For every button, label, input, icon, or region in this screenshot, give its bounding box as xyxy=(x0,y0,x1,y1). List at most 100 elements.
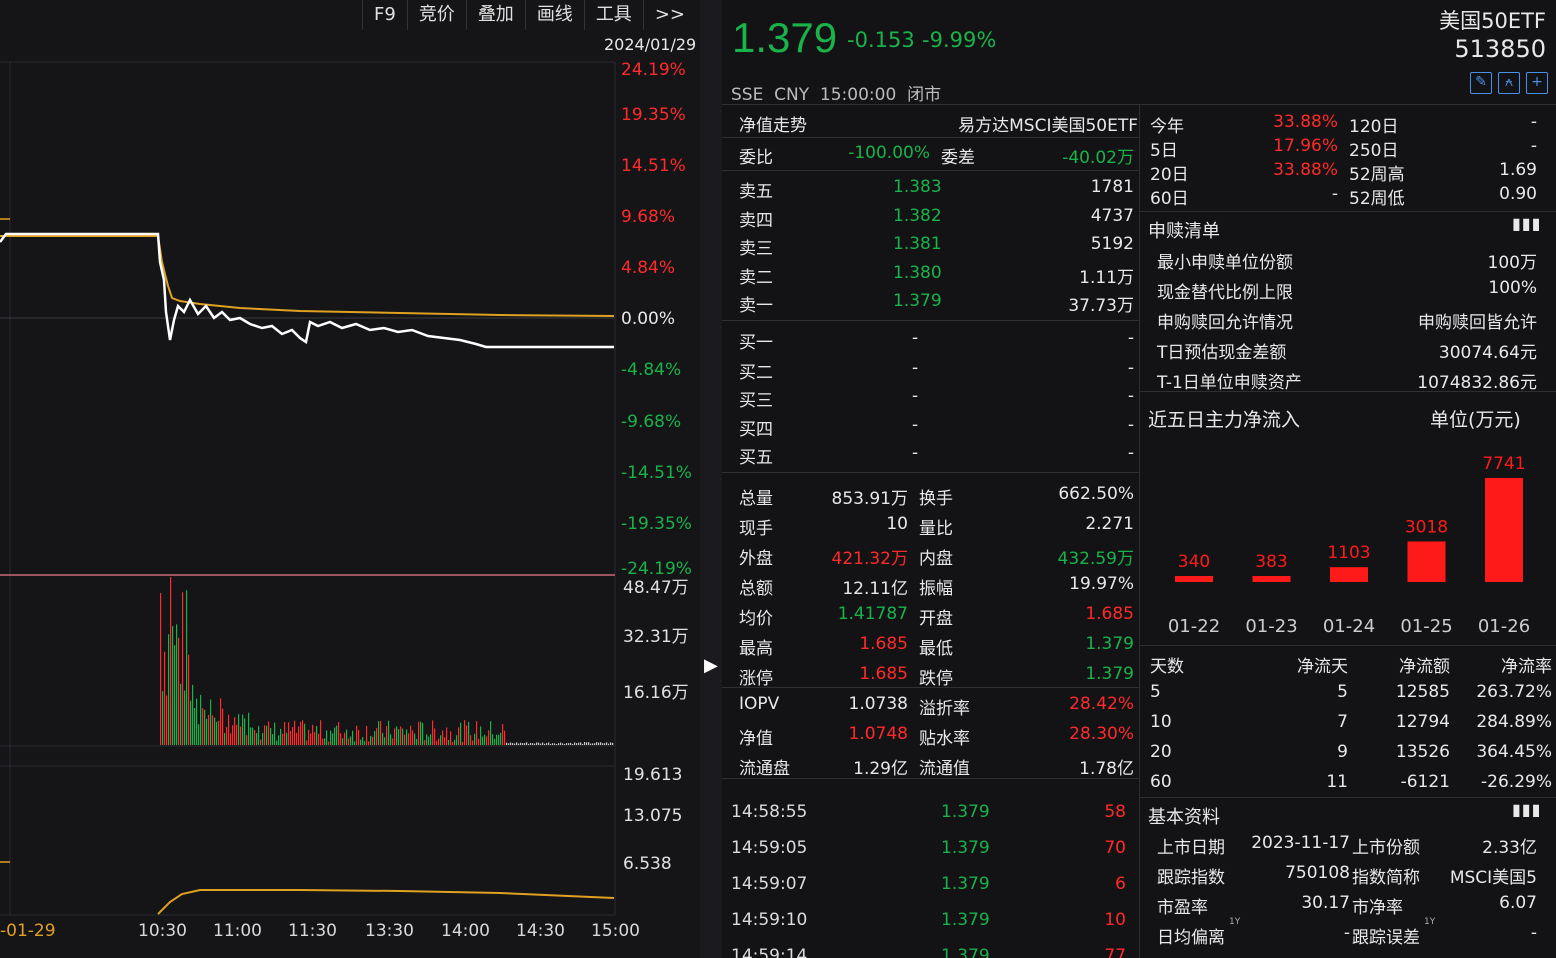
volume-bar xyxy=(450,731,452,745)
inflow-bar xyxy=(1175,576,1213,582)
basic-info-label: 上市日期 xyxy=(1157,838,1225,858)
intraday-chart-panel[interactable] xyxy=(0,0,700,958)
basic-info-value: 2023-11-17 xyxy=(1251,833,1350,853)
stat-value: 853.91万 xyxy=(831,489,908,509)
volume-bar xyxy=(572,743,574,745)
volume-bar xyxy=(160,593,162,745)
volume-bar xyxy=(586,742,588,745)
volume-bar xyxy=(558,743,560,745)
ask-level-label: 卖一 xyxy=(739,296,773,316)
flow-table-cell: 13526 xyxy=(1395,742,1450,762)
toolbar-f9-button[interactable]: F9 xyxy=(362,0,407,30)
add-icon[interactable]: + xyxy=(1526,72,1548,94)
volume-bar xyxy=(354,741,356,745)
volume-bar xyxy=(366,725,368,745)
volume-bar xyxy=(362,737,364,745)
edit-icon[interactable]: ✎ xyxy=(1470,72,1492,94)
volume-bar xyxy=(420,721,422,745)
bid-volume: - xyxy=(1127,328,1134,348)
volume-bar xyxy=(256,733,258,745)
toolbar-overlay-button[interactable]: 叠加 xyxy=(465,0,525,30)
volume-bar xyxy=(568,743,570,745)
volume-bar xyxy=(588,742,590,745)
volume-bar xyxy=(560,742,562,745)
toolbar-tools-button[interactable]: 工具 xyxy=(583,0,643,30)
basic-info-label: 跟踪指数 xyxy=(1157,868,1225,888)
expand-panel-icon[interactable]: ▶ xyxy=(704,655,718,676)
volume-bar xyxy=(212,715,214,745)
volume-bar xyxy=(340,733,342,745)
volume-bar xyxy=(408,733,410,745)
bid-volume: - xyxy=(1127,443,1134,463)
return-period-label: 250日 xyxy=(1349,141,1399,161)
volume-bar xyxy=(250,727,252,745)
volume-bar xyxy=(230,733,232,745)
bid-level-label: 买四 xyxy=(739,420,773,440)
alert-bell-icon[interactable]: ⍲ xyxy=(1498,72,1520,94)
tick-volume: 58 xyxy=(1104,802,1126,822)
volume-bar xyxy=(396,726,398,745)
basic-info-value: - xyxy=(1530,923,1537,943)
volume-bar xyxy=(310,733,312,745)
volume-axis-label: 48.47万 xyxy=(623,578,689,598)
toolbar-more-button[interactable]: >> xyxy=(642,0,696,30)
menu-icon[interactable]: ▮▮▮ xyxy=(1512,214,1542,233)
volume-bar xyxy=(404,734,406,745)
volume-bar xyxy=(472,740,474,745)
volume-bar xyxy=(468,721,470,745)
volume-bar xyxy=(444,737,446,745)
inflow-bar-label: 340 xyxy=(1178,552,1210,572)
volume-bar xyxy=(476,721,478,745)
volume-bar xyxy=(348,738,350,745)
volume-bar xyxy=(478,738,480,745)
tick-time: 14:59:10 xyxy=(731,910,808,930)
volume-bar xyxy=(224,733,226,745)
stat-label: 溢折率 xyxy=(919,699,970,719)
bid-volume: - xyxy=(1127,386,1134,406)
nav-trend-link[interactable]: 净值走势 xyxy=(739,116,807,136)
basic-info-label: 跟踪误差 xyxy=(1352,928,1420,948)
volume-bar xyxy=(282,733,284,745)
volume-bar xyxy=(184,690,186,745)
tick-price: 1.379 xyxy=(941,802,990,822)
volume-bar xyxy=(318,733,320,745)
basic-info-value: - xyxy=(1343,923,1350,943)
tick-time: 14:59:14 xyxy=(731,946,808,958)
toolbar-auction-button[interactable]: 竞价 xyxy=(406,0,466,30)
fund-code: 513850 xyxy=(1454,35,1546,63)
volume-bar xyxy=(192,684,194,745)
intraday-chart-canvas xyxy=(0,61,616,916)
volume-bar xyxy=(214,717,216,745)
flow-table-cell: 364.45% xyxy=(1476,742,1552,762)
volume-bar xyxy=(374,731,376,745)
fund-name: 美国50ETF xyxy=(1439,9,1546,33)
menu-icon[interactable]: ▮▮▮ xyxy=(1512,800,1542,819)
volume-bar xyxy=(190,700,192,745)
volume-bar xyxy=(440,735,442,745)
return-period-label: 60日 xyxy=(1150,189,1189,209)
volume-bar xyxy=(496,734,498,745)
volume-bar xyxy=(542,742,544,745)
stat-label: 总额 xyxy=(739,579,773,599)
stat-label: 现手 xyxy=(739,519,773,539)
volume-bar xyxy=(414,733,416,745)
volume-bar xyxy=(242,714,244,745)
return-period-label: 5日 xyxy=(1150,141,1178,161)
flow-table-cell: 5 xyxy=(1150,682,1161,702)
return-period-label: 20日 xyxy=(1150,165,1189,185)
price-axis-label: 19.35% xyxy=(621,105,686,125)
volume-bar xyxy=(204,709,206,745)
volume-bar xyxy=(584,742,586,745)
inflow-category-label: 01-23 xyxy=(1245,616,1297,637)
time-axis-date: -01-29 xyxy=(0,921,56,941)
price-line xyxy=(0,232,614,349)
time-axis-label: 11:30 xyxy=(288,921,337,941)
flow-chart-unit: 单位(万元) xyxy=(1430,409,1521,431)
toolbar-draw-button[interactable]: 画线 xyxy=(524,0,584,30)
volume-bar xyxy=(162,691,164,745)
stat-label: 振幅 xyxy=(919,579,953,599)
basic-info-value: 750108 xyxy=(1285,863,1350,883)
volume-bar xyxy=(488,730,490,745)
volume-bar xyxy=(484,734,486,745)
last-price: 1.379 xyxy=(732,14,838,61)
